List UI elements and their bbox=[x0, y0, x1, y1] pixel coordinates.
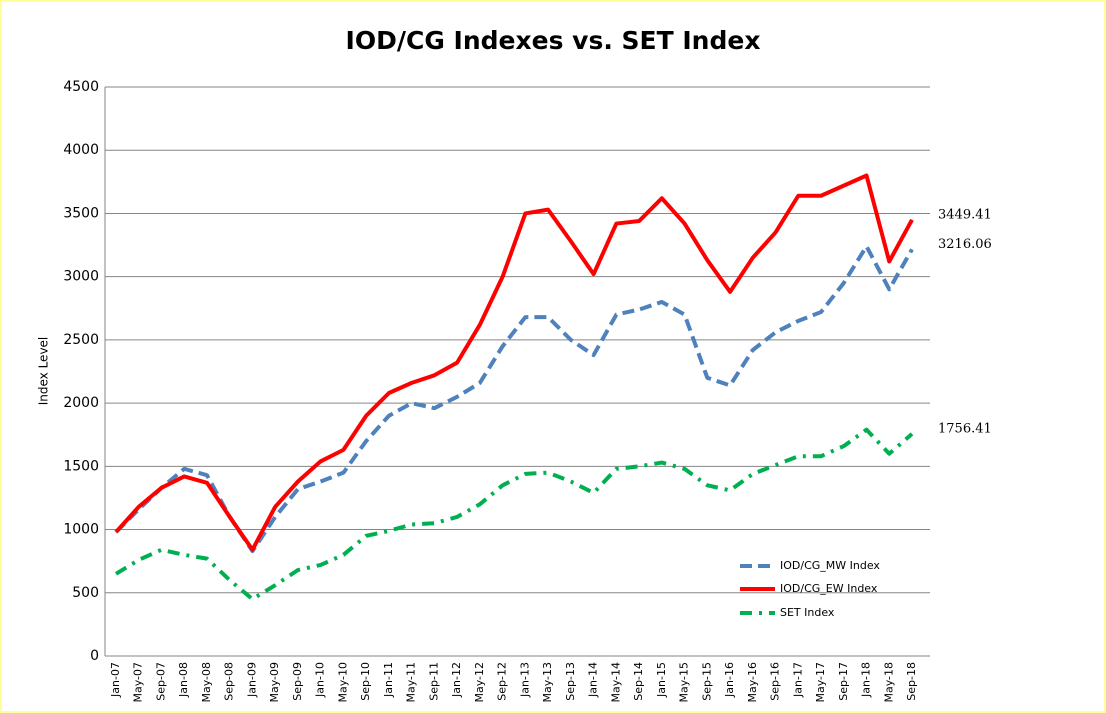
x-tick-label: May-17 bbox=[814, 662, 827, 703]
x-tick-label: Sep-11 bbox=[427, 662, 440, 701]
x-tick-label: Sep-14 bbox=[632, 662, 645, 701]
legend-label: SET Index bbox=[780, 606, 835, 619]
x-tick-label: Jan-12 bbox=[450, 662, 463, 698]
line-series bbox=[114, 173, 914, 552]
x-tick-label: Jan-13 bbox=[518, 662, 531, 698]
x-tick-label: Jan-11 bbox=[382, 662, 395, 698]
x-tick-label: Sep-12 bbox=[496, 662, 509, 701]
x-tick-label: Jan-16 bbox=[723, 662, 736, 698]
y-tick-label: 4000 bbox=[63, 142, 99, 158]
x-tick-label: Sep-10 bbox=[359, 662, 372, 701]
y-axis-label: Index Level bbox=[37, 337, 51, 406]
y-tick-label: 2000 bbox=[63, 395, 99, 411]
x-tick-label: May-15 bbox=[678, 662, 691, 703]
y-tick-label: 3500 bbox=[63, 205, 99, 221]
x-tick-label: May-08 bbox=[200, 662, 213, 703]
legend-label: IOD/CG_MW Index bbox=[780, 559, 880, 572]
x-tick-label: May-09 bbox=[268, 662, 281, 703]
x-tick-label: Jan-14 bbox=[587, 662, 600, 698]
x-tick-label: May-16 bbox=[746, 662, 759, 703]
y-tick-label: 1500 bbox=[63, 458, 99, 474]
x-tick-label: Jan-15 bbox=[655, 662, 668, 698]
y-tick-label: 2500 bbox=[63, 332, 99, 348]
end-label: 1756.41 bbox=[938, 421, 992, 436]
x-tick-label: Sep-09 bbox=[291, 662, 304, 701]
x-tick-label: Jan-18 bbox=[860, 662, 873, 698]
legend-label: IOD/CG_EW Index bbox=[780, 582, 878, 595]
y-tick-label: 3000 bbox=[63, 269, 99, 285]
x-tick-label: Jan-09 bbox=[245, 662, 258, 698]
end-label: 3449.41 bbox=[938, 207, 992, 222]
x-tick-label: Sep-16 bbox=[769, 662, 782, 701]
x-tick-label: May-18 bbox=[882, 662, 895, 703]
y-tick-label: 500 bbox=[72, 585, 99, 601]
x-tick-label: Jan-10 bbox=[314, 662, 327, 698]
x-tick-label: May-12 bbox=[473, 662, 486, 703]
x-tick-label: Sep-13 bbox=[564, 662, 577, 701]
line-series bbox=[114, 427, 914, 602]
x-tick-label: May-11 bbox=[405, 662, 418, 703]
end-label: 3216.06 bbox=[938, 237, 992, 252]
x-tick-label: Sep-08 bbox=[223, 662, 236, 701]
x-tick-label: May-10 bbox=[336, 662, 349, 703]
x-tick-label: Jan-08 bbox=[177, 662, 190, 698]
x-tick-label: Sep-17 bbox=[837, 662, 850, 701]
x-tick-label: Sep-18 bbox=[905, 662, 918, 701]
x-tick-label: Sep-15 bbox=[700, 662, 713, 701]
y-tick-label: 1000 bbox=[63, 522, 99, 538]
x-tick-label: May-13 bbox=[541, 662, 554, 703]
x-tick-label: May-07 bbox=[132, 662, 145, 703]
x-tick-label: May-14 bbox=[609, 662, 622, 703]
y-tick-label: 4500 bbox=[63, 79, 99, 95]
x-tick-label: Sep-07 bbox=[154, 662, 167, 701]
chart-title: IOD/CG Indexes vs. SET Index bbox=[346, 26, 761, 55]
x-tick-label: Jan-07 bbox=[109, 662, 122, 698]
y-tick-label: 0 bbox=[90, 648, 99, 664]
x-tick-label: Jan-17 bbox=[791, 662, 804, 698]
